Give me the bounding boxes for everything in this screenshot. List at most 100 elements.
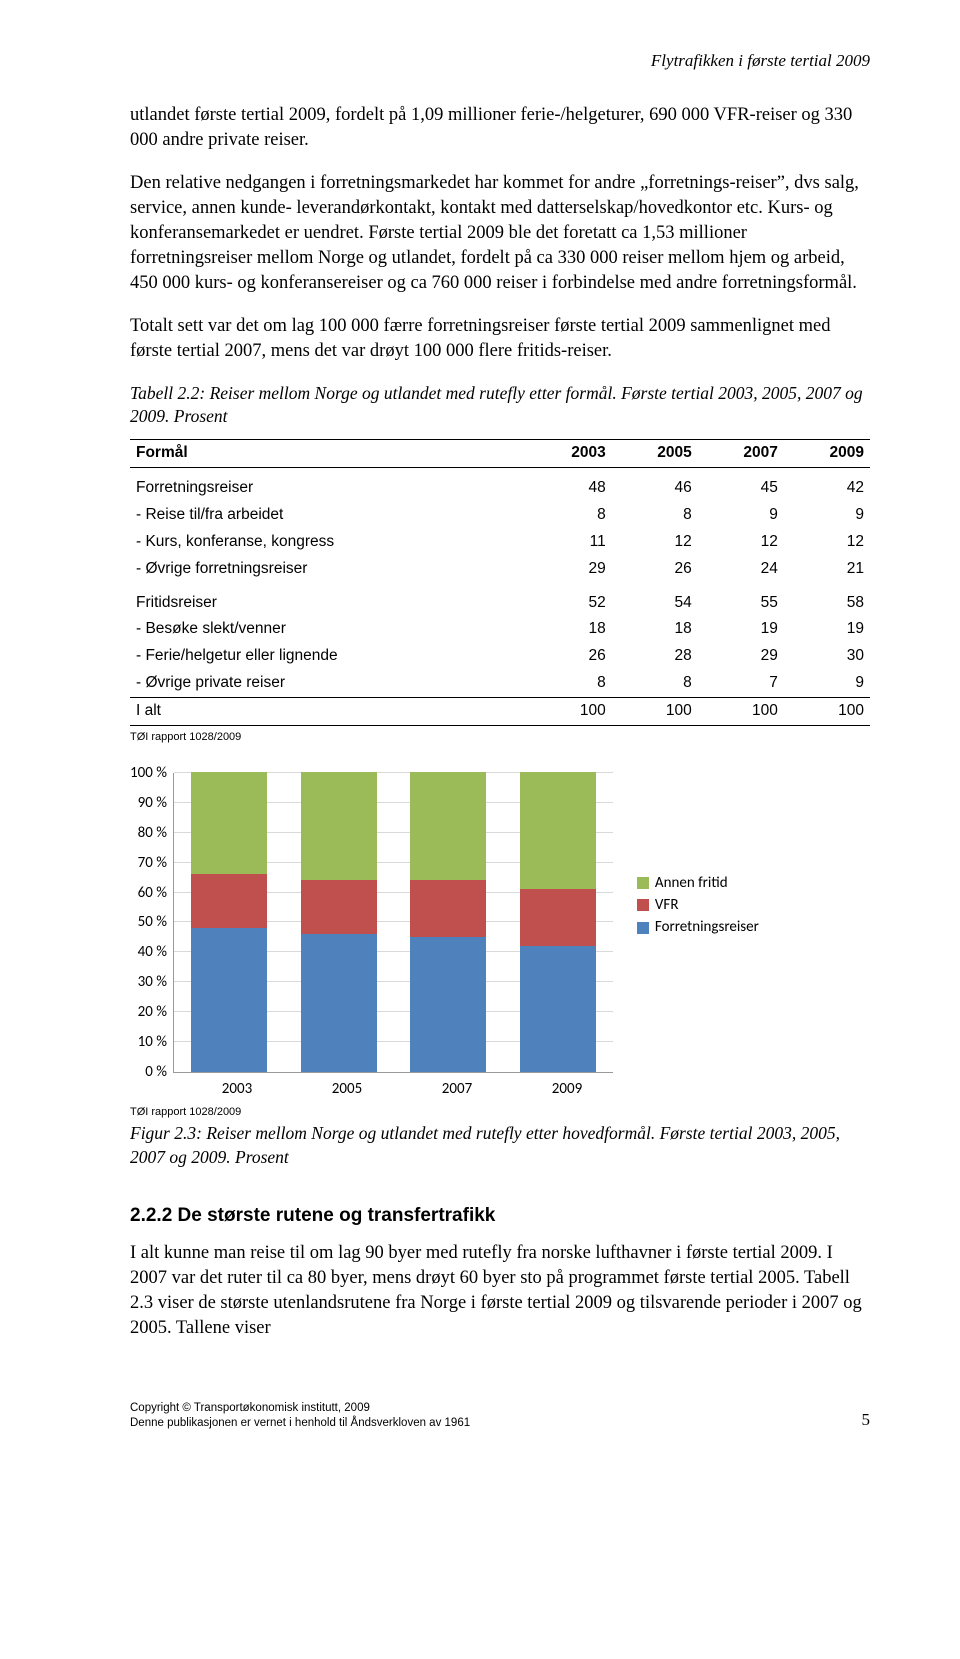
footer-copyright: Copyright © Transportøkonomisk institutt… [130, 1401, 470, 1417]
total-cell: 100 [698, 698, 784, 726]
legend-item: VFR [637, 895, 759, 915]
figure-caption: Figur 2.3: Reiser mellom Norge og utland… [130, 1122, 870, 1169]
page-number: 5 [862, 1409, 871, 1432]
chart-bar-segment [301, 934, 377, 1072]
page-footer: Copyright © Transportøkonomisk institutt… [130, 1401, 870, 1432]
table-row-label: Fritidsreiser [130, 583, 526, 617]
table-cell: 58 [784, 583, 870, 617]
y-tick-label: 20 % [130, 1012, 167, 1013]
table-cell: 26 [526, 643, 612, 670]
table-cell: 7 [698, 670, 784, 697]
chart-bar [191, 772, 267, 1072]
table-cell: 9 [698, 502, 784, 529]
chart-bar-segment [410, 880, 486, 937]
table-cell: 21 [784, 556, 870, 583]
y-tick-label: 90 % [130, 803, 167, 804]
chart-bar-segment [191, 772, 267, 874]
table-cell: 30 [784, 643, 870, 670]
table-cell: 12 [784, 529, 870, 556]
table-cell: 24 [698, 556, 784, 583]
table-row-label: - Besøke slekt/venner [130, 616, 526, 643]
table-cell: 46 [612, 467, 698, 501]
table-row-label: Forretningsreiser [130, 467, 526, 501]
total-label: I alt [130, 698, 526, 726]
table-cell: 9 [784, 670, 870, 697]
table-cell: 52 [526, 583, 612, 617]
total-cell: 100 [784, 698, 870, 726]
y-tick-label: 50 % [130, 922, 167, 923]
chart-bar-segment [520, 889, 596, 946]
table-cell: 55 [698, 583, 784, 617]
table-cell: 12 [698, 529, 784, 556]
col-header-year: 2007 [698, 439, 784, 467]
table-cell: 26 [612, 556, 698, 583]
chart-source-note: TØI rapport 1028/2009 [130, 1105, 870, 1120]
paragraph-3: Totalt sett var det om lag 100 000 færre… [130, 314, 870, 364]
table-cell: 11 [526, 529, 612, 556]
chart-bar-segment [520, 946, 596, 1072]
chart-legend: Annen fritidVFRForretningsreiser [637, 873, 759, 940]
footer-rights: Denne publikasjonen er vernet i henhold … [130, 1416, 470, 1432]
table-cell: 8 [526, 670, 612, 697]
y-tick-label: 70 % [130, 863, 167, 864]
y-tick-label: 100 % [130, 773, 167, 774]
total-cell: 100 [526, 698, 612, 726]
legend-label: Forretningsreiser [655, 917, 759, 937]
chart-bar-segment [191, 874, 267, 928]
chart-bar [410, 772, 486, 1072]
table-row-label: - Øvrige private reiser [130, 670, 526, 697]
table-cell: 12 [612, 529, 698, 556]
table-cell: 8 [612, 502, 698, 529]
data-table: Formål 2003 2005 2007 2009 Forretningsre… [130, 439, 870, 726]
table-cell: 8 [612, 670, 698, 697]
table-row-label: - Øvrige forretningsreiser [130, 556, 526, 583]
table-cell: 28 [612, 643, 698, 670]
chart-bar-segment [301, 880, 377, 934]
x-tick-label: 2007 [442, 1079, 472, 1099]
table-caption: Tabell 2.2: Reiser mellom Norge og utlan… [130, 382, 870, 429]
x-tick-label: 2003 [222, 1079, 252, 1099]
y-tick-label: 80 % [130, 833, 167, 834]
legend-label: VFR [655, 895, 679, 915]
y-tick-label: 40 % [130, 952, 167, 953]
chart-bar [520, 772, 596, 1072]
table-footnote: TØI rapport 1028/2009 [130, 730, 870, 745]
col-header-label: Formål [130, 439, 526, 467]
table-row-label: - Ferie/helgetur eller lignende [130, 643, 526, 670]
legend-item: Annen fritid [637, 873, 759, 893]
x-tick-label: 2009 [552, 1079, 582, 1099]
legend-label: Annen fritid [655, 873, 728, 893]
chart-bar-segment [520, 772, 596, 889]
y-tick-label: 60 % [130, 893, 167, 894]
stacked-bar-chart: 100 % 90 % 80 % 70 % 60 % 50 % 40 % 30 % 20 % 10 … [130, 773, 870, 1099]
legend-item: Forretningsreiser [637, 917, 759, 937]
table-cell: 48 [526, 467, 612, 501]
col-header-year: 2003 [526, 439, 612, 467]
chart-bar-segment [410, 772, 486, 880]
paragraph-4: I alt kunne man reise til om lag 90 byer… [130, 1241, 870, 1341]
total-cell: 100 [612, 698, 698, 726]
table-row-label: - Kurs, konferanse, kongress [130, 529, 526, 556]
table-cell: 9 [784, 502, 870, 529]
y-tick-label: 30 % [130, 982, 167, 983]
chart-bar-segment [410, 937, 486, 1072]
table-cell: 45 [698, 467, 784, 501]
col-header-year: 2009 [784, 439, 870, 467]
chart-bar-segment [191, 928, 267, 1072]
col-header-year: 2005 [612, 439, 698, 467]
paragraph-2: Den relative nedgangen i forretningsmark… [130, 171, 870, 296]
legend-swatch [637, 877, 649, 889]
table-cell: 8 [526, 502, 612, 529]
table-cell: 54 [612, 583, 698, 617]
running-header: Flytrafikken i første tertial 2009 [130, 50, 870, 73]
table-cell: 19 [784, 616, 870, 643]
chart-plot-area [173, 773, 613, 1073]
table-cell: 19 [698, 616, 784, 643]
y-tick-label: 10 % [130, 1042, 167, 1043]
paragraph-1: utlandet første tertial 2009, fordelt på… [130, 103, 870, 153]
chart-bar [301, 772, 377, 1072]
x-axis-labels: 2003200520072009 [182, 1079, 622, 1099]
chart-bar-segment [301, 772, 377, 880]
table-cell: 29 [698, 643, 784, 670]
section-heading: 2.2.2 De største rutene og transfertrafi… [130, 1203, 870, 1229]
